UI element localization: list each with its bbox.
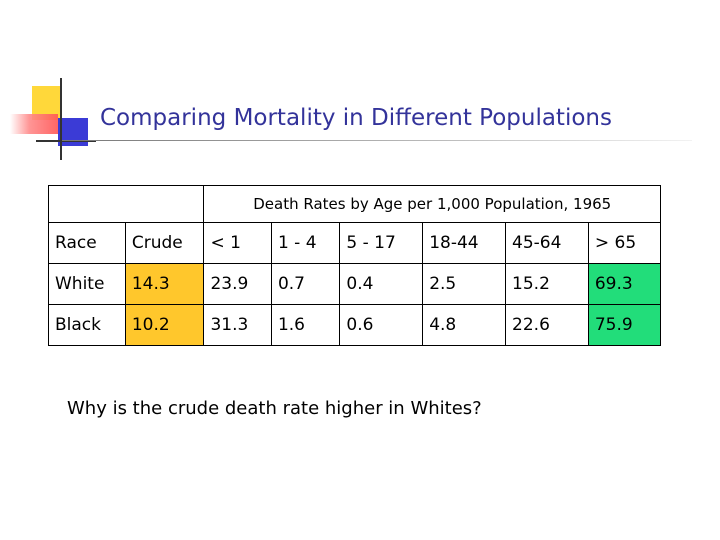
rate-cell: 0.4: [339, 263, 424, 305]
logo-horizontal-line: [36, 140, 96, 142]
logo-red-square: [10, 114, 58, 134]
race-cell: Black: [48, 304, 126, 346]
rate-cell: 23.9: [203, 263, 272, 305]
rate-cell-over-65: 75.9: [587, 304, 662, 346]
rate-cell: 0.6: [339, 304, 424, 346]
rate-cell: 2.5: [422, 263, 507, 305]
table-caption: Death Rates by Age per 1,000 Population,…: [203, 185, 661, 223]
rate-cell: 0.7: [270, 263, 341, 305]
rate-cell: 4.8: [422, 304, 507, 346]
header-over-65: > 65: [587, 222, 662, 264]
crude-cell: 10.2: [124, 304, 205, 346]
header-crude: Crude: [124, 222, 205, 264]
rate-cell: 1.6: [270, 304, 341, 346]
table-caption-row: Death Rates by Age per 1,000 Population,…: [47, 185, 661, 223]
rate-cell: 31.3: [203, 304, 272, 346]
crude-cell: 14.3: [124, 263, 205, 305]
caption-blank-cell: [47, 185, 205, 223]
table-row-white: White 14.3 23.9 0.7 0.4 2.5 15.2 69.3: [48, 263, 662, 305]
rate-cell: 22.6: [505, 304, 589, 346]
header-18-44: 18-44: [422, 222, 507, 264]
header-1-4: 1 - 4: [270, 222, 341, 264]
title-divider: [62, 140, 692, 141]
slide-title: Comparing Mortality in Different Populat…: [100, 105, 612, 131]
header-race: Race: [48, 222, 126, 264]
death-rates-table: Death Rates by Age per 1,000 Population,…: [47, 185, 662, 346]
header-under-1: < 1: [203, 222, 272, 264]
slide-question: Why is the crude death rate higher in Wh…: [67, 398, 482, 419]
race-cell: White: [48, 263, 126, 305]
rate-cell: 15.2: [505, 263, 589, 305]
logo-vertical-line: [60, 78, 62, 160]
header-45-64: 45-64: [505, 222, 589, 264]
column-header-row: Race Crude < 1 1 - 4 5 - 17 18-44 45-64 …: [48, 222, 662, 264]
rate-cell-over-65: 69.3: [587, 263, 662, 305]
slide-logo: [0, 0, 110, 170]
header-5-17: 5 - 17: [339, 222, 424, 264]
table-row-black: Black 10.2 31.3 1.6 0.6 4.8 22.6 75.9: [48, 304, 662, 346]
